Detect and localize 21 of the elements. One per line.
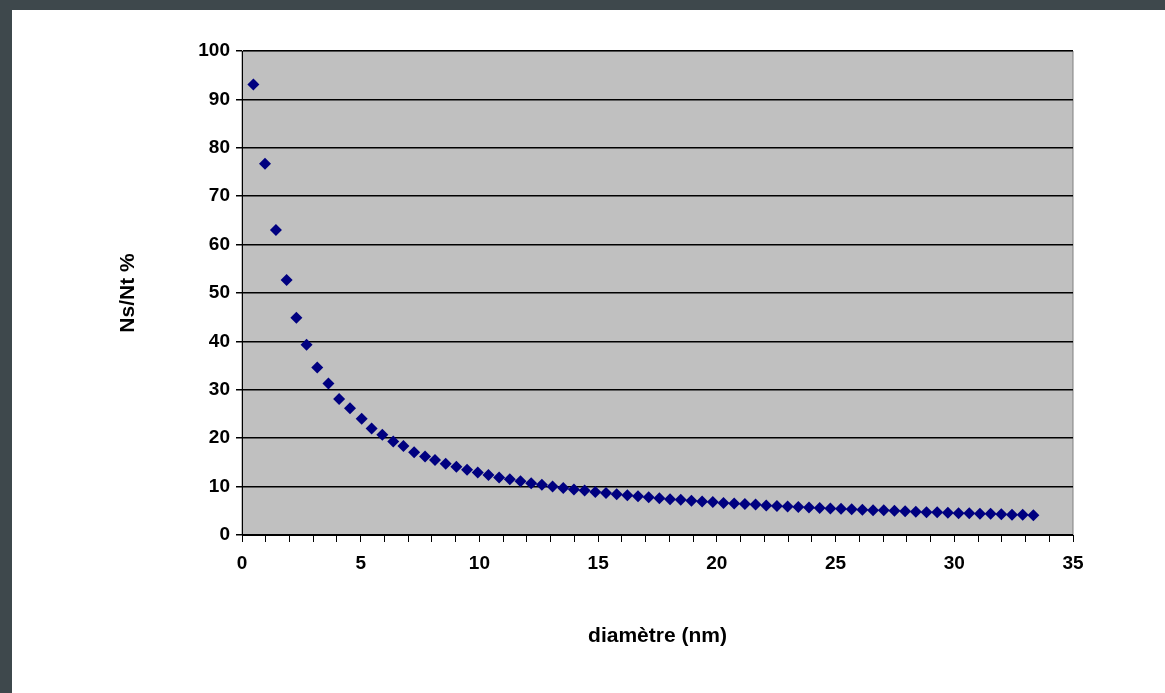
y-tick-label: 90 [208, 87, 230, 109]
y-tick-label: 70 [208, 184, 230, 206]
y-tick-label: 50 [208, 281, 230, 303]
x-tick-label: 35 [1062, 551, 1084, 573]
x-tick-label: 10 [468, 551, 490, 573]
x-tick-label: 15 [587, 551, 610, 573]
y-tick-label: 10 [208, 474, 230, 496]
y-tick-label: 20 [208, 426, 230, 448]
y-tick-label: 80 [208, 136, 230, 158]
y-axis-title: Ns/Nt % [115, 253, 139, 333]
y-tick-label: 30 [208, 378, 230, 400]
y-tick-label: 60 [208, 232, 230, 254]
x-tick-label: 20 [706, 551, 728, 573]
y-tick-label: 0 [219, 523, 230, 545]
x-tick-label: 0 [236, 551, 248, 573]
x-axis-title: diamètre (nm) [588, 623, 727, 647]
y-tick-label: 40 [208, 329, 230, 351]
y-tick-label: 100 [198, 39, 230, 61]
x-tick-label: 30 [943, 551, 965, 573]
x-tick-label: 25 [825, 551, 847, 573]
x-tick-label: 5 [355, 551, 367, 573]
